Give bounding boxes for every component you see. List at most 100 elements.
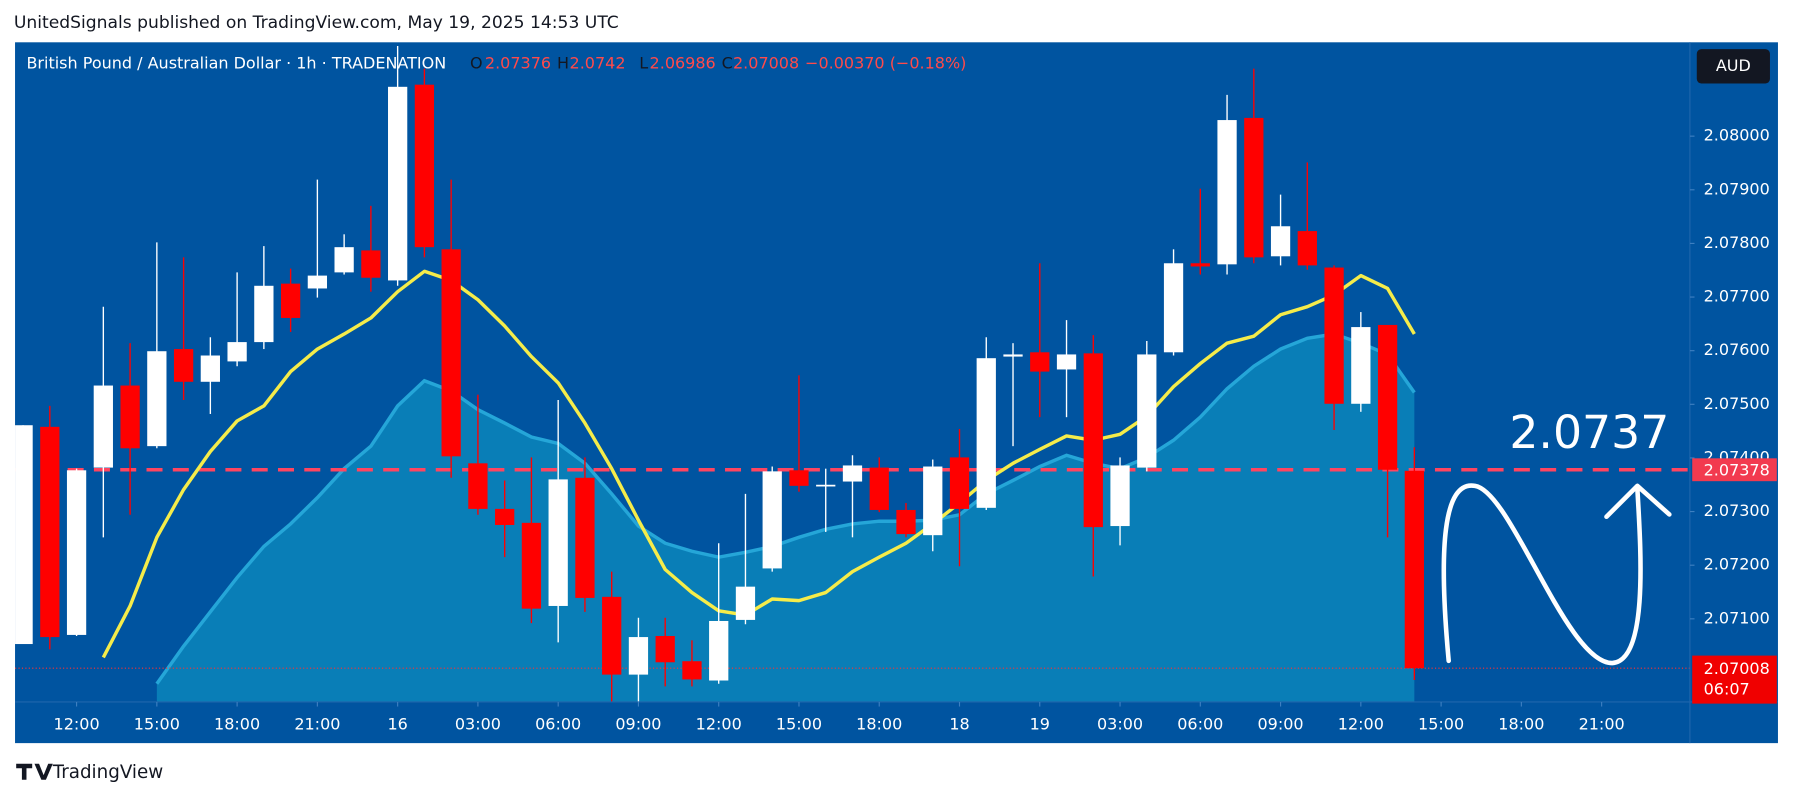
x-tick-label: 06:00 xyxy=(535,714,581,733)
brand-logo xyxy=(16,763,53,780)
y-tick-label: 2.07800 xyxy=(1704,233,1770,252)
brand: TradingView xyxy=(52,762,164,783)
series-layer xyxy=(15,46,1690,702)
symbol-title: British Pound / Australian Dollar · 1h ·… xyxy=(26,54,446,73)
x-tick-label: 06:00 xyxy=(1177,714,1223,733)
low-label: L xyxy=(639,54,648,73)
x-tick-label: 18:00 xyxy=(214,714,260,733)
x-tick-label: 21:00 xyxy=(294,714,340,733)
x-tick-label: 15:00 xyxy=(1418,714,1464,733)
y-tick-label: 2.07600 xyxy=(1704,340,1770,359)
y-tick-label: 2.07500 xyxy=(1704,394,1770,413)
candle-body xyxy=(789,470,809,486)
candle-body xyxy=(896,509,916,535)
candle-body xyxy=(1056,354,1077,370)
y-tick-label: 2.07200 xyxy=(1704,555,1770,574)
change: −0.00370 (−0.18%) xyxy=(805,54,966,73)
candle-body xyxy=(1110,465,1130,527)
y-tick-label: 2.07300 xyxy=(1704,501,1770,520)
publisher: UnitedSignals published on TradingView.c… xyxy=(14,13,619,33)
candle-body xyxy=(628,637,649,675)
reference-price-badge xyxy=(1692,458,1777,482)
currency-badge xyxy=(1696,49,1770,84)
y-tick-label: 2.07100 xyxy=(1704,608,1770,627)
x-tick-label: 18:00 xyxy=(856,714,902,733)
candle-body xyxy=(120,385,140,449)
high-label: H xyxy=(557,54,569,73)
low-value: 2.06986 xyxy=(650,54,716,73)
x-tick-label: 18 xyxy=(949,714,969,733)
candle-body xyxy=(227,342,247,362)
candle-body xyxy=(40,426,60,638)
x-tick-label: 12:00 xyxy=(1338,714,1384,733)
candle-body xyxy=(254,285,274,343)
candle-body xyxy=(15,425,33,645)
candle-body xyxy=(334,247,354,273)
candle-body xyxy=(735,586,756,620)
x-tick-label: 12:00 xyxy=(696,714,742,733)
candle-body xyxy=(1190,263,1210,267)
x-tick-label: 03:00 xyxy=(1097,714,1143,733)
close-label: C xyxy=(722,54,733,73)
currency: AUD xyxy=(1716,56,1751,75)
candle-body xyxy=(1003,354,1023,357)
y-tick-label: 2.07900 xyxy=(1704,179,1770,198)
drawn-arrow xyxy=(1441,483,1672,666)
countdown-label: 06:07 xyxy=(1704,679,1750,698)
open-value: 2.07376 xyxy=(485,54,551,73)
candle-body xyxy=(842,465,863,482)
candle-body xyxy=(388,86,408,281)
candle-body xyxy=(976,358,996,508)
plot-area: 2.071002.072002.073002.074002.075002.076… xyxy=(15,42,1778,744)
x-tick-label: 19 xyxy=(1030,714,1050,733)
high-value: 2.0742 xyxy=(570,54,626,73)
ma-area-line xyxy=(155,332,1416,685)
candle-body xyxy=(575,477,595,598)
y-tick-label: 2.07700 xyxy=(1704,287,1770,306)
candle-body xyxy=(869,467,889,510)
ma-area xyxy=(156,334,1415,702)
y-tick-label: 2.08000 xyxy=(1704,126,1770,145)
candle-body xyxy=(414,84,435,248)
candle-body xyxy=(495,508,515,525)
x-tick-label: 15:00 xyxy=(776,714,822,733)
candle-body xyxy=(521,522,542,609)
annotation: 2.0737 xyxy=(1509,406,1669,459)
candle-body xyxy=(923,466,943,536)
candle-body xyxy=(147,351,167,447)
candle-body xyxy=(709,620,729,681)
candle-body xyxy=(1083,353,1103,528)
x-tick-label: 09:00 xyxy=(615,714,661,733)
candle-body xyxy=(1404,470,1424,669)
candle-body xyxy=(1217,120,1237,265)
candle-body xyxy=(1270,226,1291,257)
candle-body xyxy=(1377,324,1398,470)
x-tick-label: 21:00 xyxy=(1579,714,1625,733)
candle-body xyxy=(1324,267,1344,404)
candle-body xyxy=(93,385,113,468)
candle-body xyxy=(949,457,970,509)
candle-body xyxy=(548,479,568,606)
x-tick-label: 15:00 xyxy=(134,714,180,733)
candle-body xyxy=(1297,231,1317,266)
candle-body xyxy=(361,250,381,278)
current-price-badge xyxy=(1692,655,1777,704)
reference-price-label: 2.07378 xyxy=(1704,460,1770,479)
x-tick-label: 16 xyxy=(387,714,407,733)
current-price-label: 2.07008 xyxy=(1704,659,1770,678)
ma-line xyxy=(101,269,1416,659)
candle-body xyxy=(762,471,782,569)
candle-body xyxy=(1137,354,1157,468)
close-value: 2.07008 xyxy=(733,54,799,73)
candle-body xyxy=(1163,263,1184,353)
candle-body xyxy=(816,484,836,487)
candle-body xyxy=(602,596,622,675)
candle-body xyxy=(468,463,488,509)
x-tick-label: 18:00 xyxy=(1498,714,1544,733)
candle-body xyxy=(307,275,328,289)
x-tick-label: 12:00 xyxy=(54,714,100,733)
candle-body xyxy=(1244,117,1264,258)
candle-body xyxy=(1351,327,1371,404)
candle-body xyxy=(280,283,301,318)
